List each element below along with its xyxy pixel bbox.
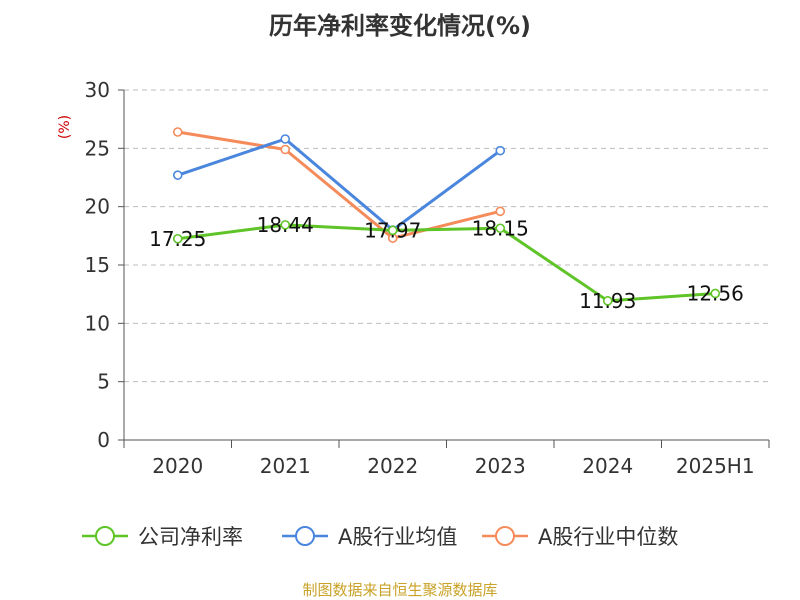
y-tick-label-20: 20 xyxy=(85,195,110,219)
x-tick-label-2021: 2021 xyxy=(260,454,311,478)
legend-label-0: 公司净利率 xyxy=(138,525,243,549)
data-label-2024: 11.93 xyxy=(579,289,636,313)
y-tick-label-25: 25 xyxy=(85,136,110,160)
point-s0-2024 xyxy=(602,296,613,306)
data-label-2025H1: 12.56 xyxy=(687,281,744,305)
point-s0-2020 xyxy=(172,233,183,244)
y-axis-unit-label: (%) xyxy=(57,115,73,139)
point-s1-2023 xyxy=(495,145,506,156)
y-tick-label-30: 30 xyxy=(85,78,110,102)
legend-marker-1 xyxy=(295,526,315,546)
series-lines xyxy=(172,127,721,306)
data-label-2023: 18.15 xyxy=(472,216,529,240)
point-s2-2020 xyxy=(172,127,183,137)
data-label-2021: 18.44 xyxy=(257,213,314,237)
x-tick-label-2024: 2024 xyxy=(582,454,633,478)
point-s0-2025H1 xyxy=(710,288,721,299)
y-tick-label-5: 5 xyxy=(97,370,110,394)
y-tick-label-10: 10 xyxy=(85,311,110,335)
data-label-2022: 17.97 xyxy=(364,218,421,242)
legend-marker-0 xyxy=(95,526,115,546)
data-labels: 17.25 18.44 17.97 18.15 11.93 12.56 xyxy=(149,213,744,313)
y-tick-label-0: 0 xyxy=(97,428,110,452)
gridlines xyxy=(124,89,769,383)
series-line-2 xyxy=(177,130,501,240)
x-tick-label-2022: 2022 xyxy=(367,454,418,478)
x-tick-label-2025H1: 2025H1 xyxy=(676,454,755,478)
series-line-1 xyxy=(177,137,502,232)
axes: 0 5 10 15 20 25 30 2020 2021 2022 2023 2024 2025H1 xyxy=(85,78,770,478)
data-label-2020: 17.25 xyxy=(149,227,206,251)
point-s0-2023 xyxy=(495,223,506,234)
x-tick-label-2020: 2020 xyxy=(152,454,203,478)
source-note: 制图数据来自恒生聚源数据库 xyxy=(302,581,497,599)
legend-label-1: A股行业均值 xyxy=(338,525,457,549)
point-s0-2021 xyxy=(280,220,291,230)
y-tick-label-15: 15 xyxy=(85,253,110,277)
point-s0-2022 xyxy=(387,225,398,236)
legend: 公司净利率 A股行业均值 A股行业中位数 xyxy=(82,525,678,549)
x-tick-label-2023: 2023 xyxy=(475,454,526,478)
point-s1-2021 xyxy=(280,134,291,144)
series-line-0 xyxy=(177,223,716,303)
point-s1-2020 xyxy=(172,170,183,180)
point-s2-2023 xyxy=(495,206,506,217)
legend-marker-2 xyxy=(495,526,515,546)
legend-label-2: A股行业中位数 xyxy=(538,525,678,549)
chart-title: 历年净利率变化情况(%) xyxy=(269,12,531,40)
point-s2-2021 xyxy=(280,144,291,155)
